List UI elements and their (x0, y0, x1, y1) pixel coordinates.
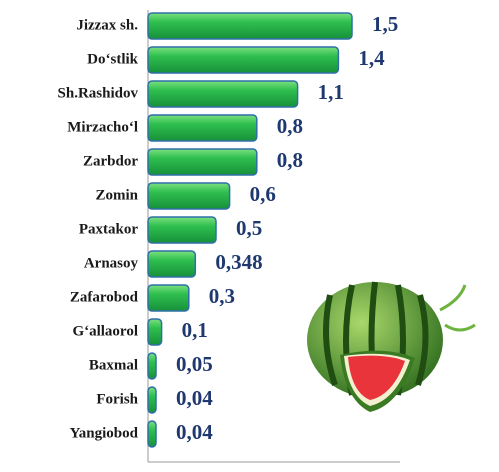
bar (147, 114, 258, 142)
value-label: 0,5 (236, 216, 262, 240)
value-label: 0,8 (277, 148, 303, 172)
value-label: 1,5 (372, 12, 398, 36)
bar (147, 182, 231, 210)
category-label: Baxmal (89, 357, 138, 373)
value-label: 0,6 (250, 182, 276, 206)
bar (147, 46, 340, 74)
bar (147, 250, 197, 278)
bar (147, 148, 258, 176)
category-label: Arnasoy (84, 255, 139, 271)
bar (147, 284, 190, 312)
bar (147, 352, 157, 380)
category-label: Yangiobod (70, 425, 139, 441)
value-label: 0,04 (176, 420, 213, 444)
bar (147, 80, 299, 108)
bar (147, 216, 217, 244)
value-label: 0,348 (215, 250, 262, 274)
watermelon-illustration (307, 281, 476, 412)
bar (147, 318, 163, 346)
value-label: 1,4 (358, 46, 385, 70)
value-label: 0,05 (176, 352, 213, 376)
category-label: Zomin (95, 187, 138, 203)
category-label: Mirzacho‘l (67, 119, 138, 135)
bar (147, 386, 157, 414)
category-label: Zarbdor (83, 153, 138, 169)
category-label: Jizzax sh. (76, 17, 138, 33)
value-label: 0,3 (209, 284, 235, 308)
bar (147, 420, 157, 448)
category-label: G‘allaorol (72, 323, 138, 339)
category-label: Sh.Rashidov (58, 85, 139, 101)
category-label: Zafarobod (70, 289, 139, 305)
value-label: 0,8 (277, 114, 303, 138)
value-label: 0,1 (182, 318, 208, 342)
value-label: 1,1 (318, 80, 344, 104)
category-label: Do‘stlik (87, 51, 138, 67)
bar (147, 12, 353, 40)
category-label: Forish (96, 391, 138, 407)
value-label: 0,04 (176, 386, 213, 410)
category-label: Paxtakor (79, 221, 139, 237)
